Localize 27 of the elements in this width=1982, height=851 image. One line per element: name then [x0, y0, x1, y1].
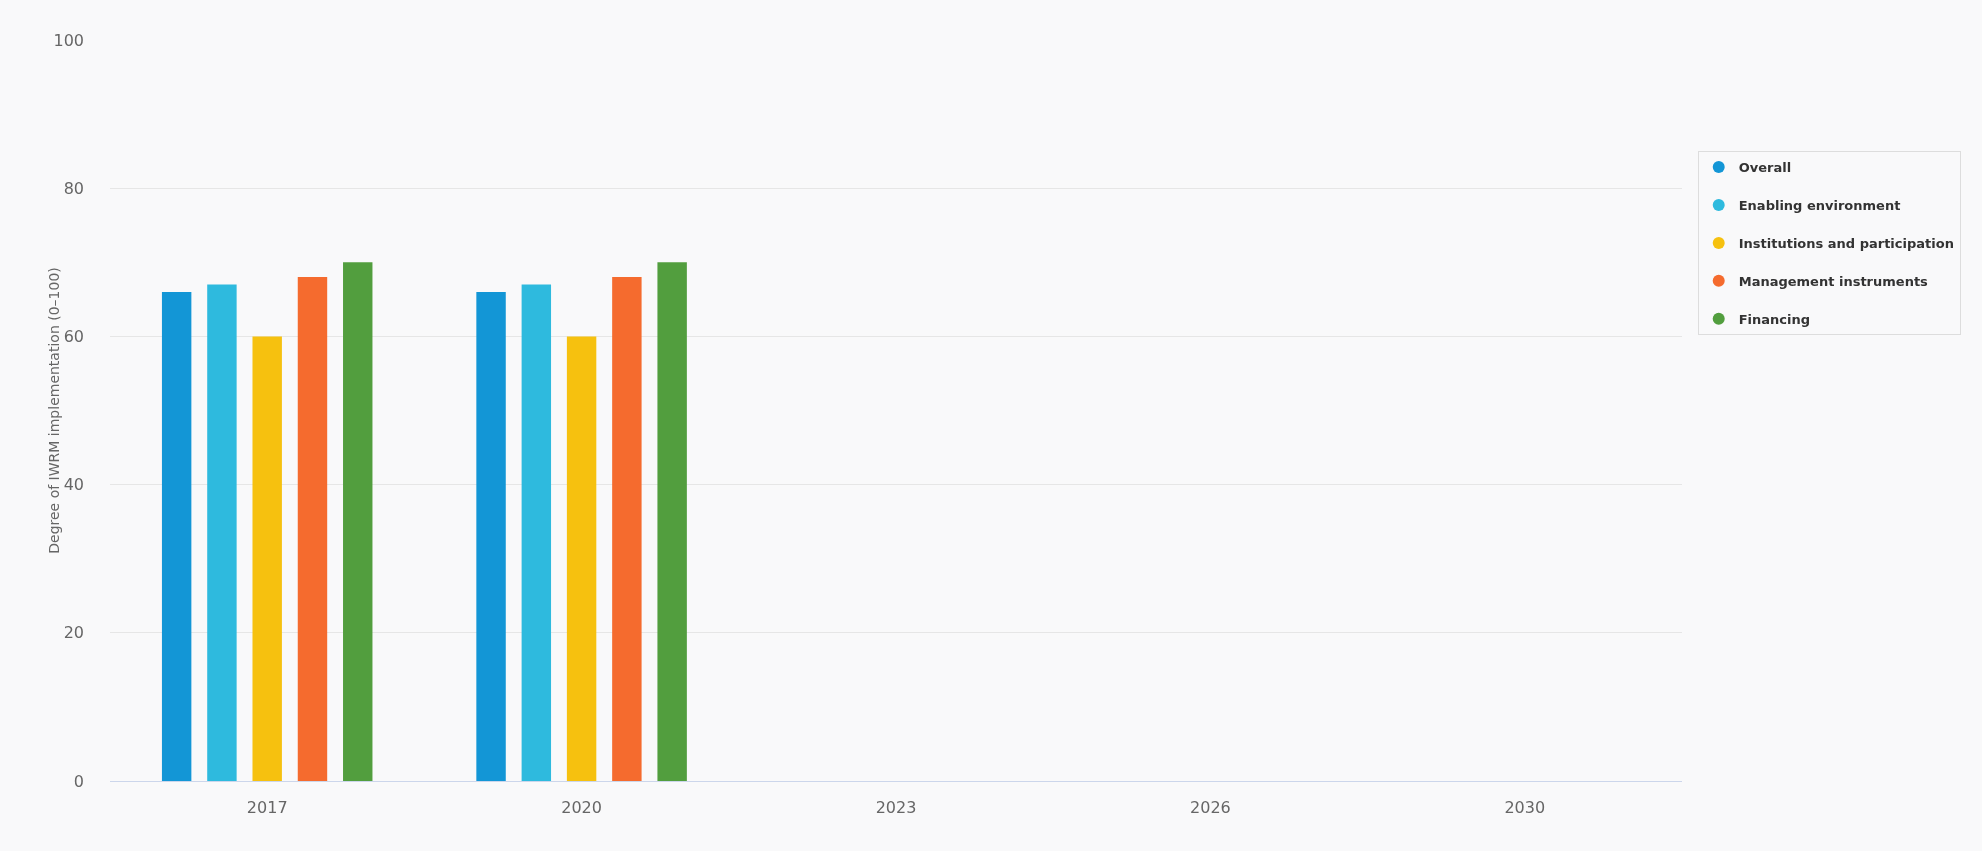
legend-label: Management instruments — [1738, 273, 1929, 289]
x-tick-label: 2017 — [246, 798, 288, 818]
bar — [657, 262, 687, 781]
bar — [207, 284, 237, 781]
x-tick-label: 2026 — [1190, 798, 1231, 818]
y-tick-label: 40 — [63, 475, 84, 495]
x-tick-label: 2020 — [561, 798, 602, 818]
bar — [566, 336, 597, 781]
bar — [521, 284, 552, 781]
legend-label: Enabling environment — [1738, 198, 1901, 214]
bar — [476, 291, 506, 781]
bar — [252, 336, 282, 781]
y-tick-label: 0 — [73, 771, 84, 791]
legend-label: Financing — [1738, 311, 1811, 327]
bar — [612, 277, 642, 781]
bar — [297, 277, 328, 781]
y-tick-label: 60 — [63, 327, 84, 346]
y-tick-label: 80 — [63, 178, 84, 198]
y-axis-title: Degree of IWRM implementation (0–100) — [45, 267, 62, 554]
legend-label: Institutions and participation — [1738, 235, 1954, 251]
y-tick-label: 20 — [63, 623, 84, 643]
bar — [161, 291, 192, 781]
x-tick-label: 2030 — [1504, 798, 1546, 818]
legend-label: Overall — [1738, 160, 1792, 176]
x-tick-label: 2023 — [875, 798, 917, 818]
bar — [343, 262, 373, 781]
y-tick-label: 100 — [53, 30, 84, 50]
